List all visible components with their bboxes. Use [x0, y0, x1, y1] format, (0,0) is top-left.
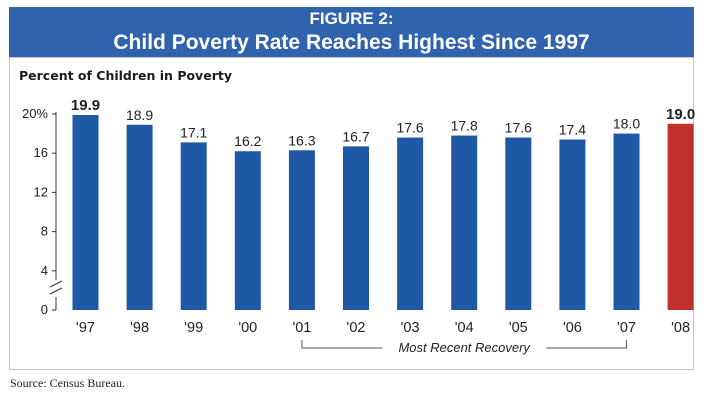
bar — [559, 139, 586, 310]
bar — [397, 137, 424, 310]
y-tick-label: 12 — [34, 184, 48, 199]
data-label: 19.0 — [666, 106, 695, 123]
data-label: 17.8 — [451, 118, 478, 134]
y-tick-label: 16 — [34, 145, 48, 160]
bar-highlight — [667, 123, 694, 310]
data-label: 17.4 — [559, 121, 586, 137]
bar — [505, 137, 532, 310]
data-label: 16.2 — [234, 133, 261, 149]
bar — [288, 150, 315, 310]
x-tick-label: '03 — [401, 320, 420, 336]
x-tick-label: '04 — [455, 320, 474, 336]
x-tick-label: '02 — [347, 320, 366, 336]
x-tick-label: '99 — [184, 320, 203, 336]
y-tick-label: 4 — [41, 263, 48, 278]
y-tick-label: 0 — [41, 302, 48, 317]
bar — [451, 135, 478, 310]
figure-header: FIGURE 2: Child Poverty Rate Reaches Hig… — [9, 7, 694, 57]
data-label: 19.9 — [71, 97, 100, 114]
data-label: 16.7 — [342, 128, 369, 144]
bar — [613, 133, 640, 310]
data-label: 16.3 — [288, 132, 315, 148]
y-tick-label: 20% — [22, 106, 48, 121]
x-tick-label: '06 — [563, 320, 582, 336]
y-tick-label: 8 — [41, 224, 48, 239]
x-tick-label: '08 — [671, 320, 690, 336]
data-label: 18.0 — [613, 116, 640, 132]
bar — [126, 124, 153, 310]
data-label: 17.1 — [180, 124, 207, 140]
chart-title: Child Poverty Rate Reaches Highest Since… — [113, 31, 590, 54]
data-label: 17.6 — [396, 120, 423, 136]
annotation-bracket-left — [301, 340, 383, 349]
x-tick-label: '07 — [617, 320, 636, 336]
x-tick-label: '05 — [509, 320, 528, 336]
x-tick-label: '00 — [238, 320, 257, 336]
x-tick-label: '98 — [130, 320, 149, 336]
y-axis-title: Percent of Children in Poverty — [19, 68, 232, 83]
x-tick-label: '97 — [76, 320, 95, 336]
figure-label: FIGURE 2: — [309, 9, 394, 28]
bar — [343, 146, 369, 310]
bar — [234, 151, 261, 310]
annotation-label: Most Recent Recovery — [398, 340, 531, 355]
x-tick-label: '01 — [292, 320, 311, 336]
annotation-bracket-right — [546, 340, 627, 349]
source-note: Source: Census Bureau. — [10, 376, 125, 390]
axis-break-mark — [49, 280, 63, 295]
bar — [72, 114, 99, 310]
bar — [180, 142, 207, 310]
data-label: 18.9 — [126, 107, 153, 123]
data-label: 17.6 — [505, 120, 532, 136]
